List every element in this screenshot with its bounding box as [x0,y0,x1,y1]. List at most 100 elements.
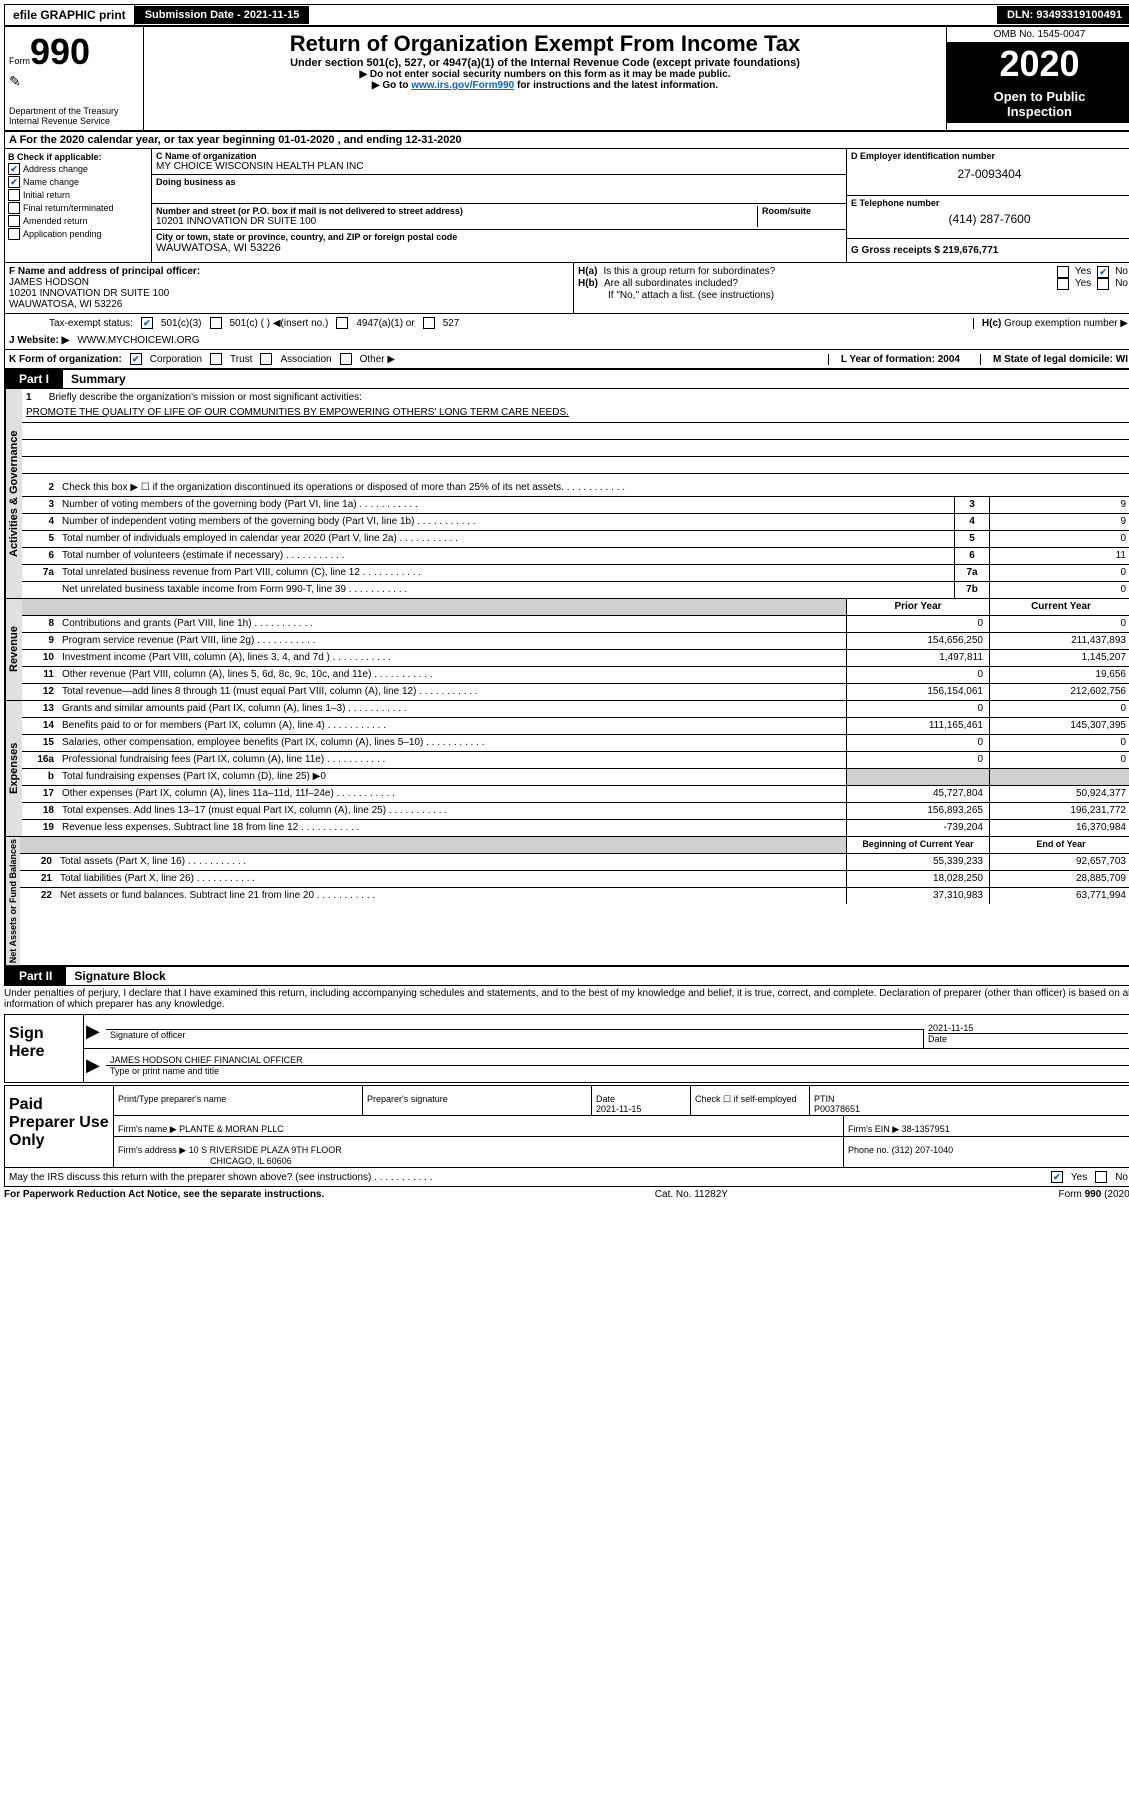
link-note: ▶ Go to www.irs.gov/Form990 for instruct… [148,80,942,91]
street-label: Number and street (or P.O. box if mail i… [156,206,757,216]
gross-receipts: G Gross receipts $ 219,676,771 [851,245,998,256]
form-number: 990 [30,31,90,72]
cb-hb-no[interactable] [1097,278,1109,290]
open-public-label: Open to PublicInspection [947,85,1129,123]
cb-527[interactable] [423,317,435,329]
line-value: 0 [989,582,1129,598]
prior-value: 55,339,233 [846,854,989,870]
footer-left: For Paperwork Reduction Act Notice, see … [4,1189,324,1200]
perjury-text: Under penalties of perjury, I declare th… [4,986,1129,1012]
cb-address-change[interactable]: ✔ [8,163,20,175]
dba-label: Doing business as [156,177,842,187]
firm-addr-value: 10 S RIVERSIDE PLAZA 9TH FLOOR [189,1145,342,1155]
gov-line: 6Total number of volunteers (estimate if… [22,548,1129,565]
current-value: 211,437,893 [989,633,1129,649]
col-c-org-info: C Name of organization MY CHOICE WISCONS… [152,149,847,262]
cb-trust[interactable] [210,353,222,365]
prior-value: 0 [846,616,989,632]
cb-corporation[interactable]: ✔ [130,353,142,365]
line-text: Contributions and grants (Part VIII, lin… [58,616,846,632]
prior-value: 156,893,265 [846,803,989,819]
line-text: Total revenue—add lines 8 through 11 (mu… [58,684,846,700]
line-text: Check this box ▶ ☐ if the organization d… [58,480,1129,496]
cb-application-pending[interactable] [8,228,20,240]
form-header: Form990 ✎ Department of the Treasury Int… [4,26,1129,131]
gov-line: 2Check this box ▶ ☐ if the organization … [22,480,1129,497]
return-subtitle: Under section 501(c), 527, or 4947(a)(1)… [148,57,942,69]
submission-date-label: Submission Date - 2021-11-15 [135,6,310,24]
mission-value: PROMOTE THE QUALITY OF LIFE OF OUR COMMU… [22,406,1129,423]
current-value: 145,307,395 [989,718,1129,734]
cb-discuss-no[interactable] [1095,1171,1107,1183]
current-value: 50,924,377 [989,786,1129,802]
cb-amended-return[interactable] [8,215,20,227]
line-text: Other revenue (Part VIII, column (A), li… [58,667,846,683]
year-formation: L Year of formation: 2004 [828,354,972,365]
cb-501c3[interactable]: ✔ [141,317,153,329]
gov-line: 7aTotal unrelated business revenue from … [22,565,1129,582]
line-value: 9 [989,514,1129,530]
sign-date-value: 2021-11-15 [928,1023,1128,1033]
sign-here-block: Sign Here ▶ Signature of officer 2021-11… [4,1014,1129,1083]
line-text: Total unrelated business revenue from Pa… [58,565,954,581]
current-value: 19,656 [989,667,1129,683]
line-box: 6 [954,548,989,564]
asset-line: 21Total liabilities (Part X, line 26)18,… [20,871,1129,888]
part1-header: Part I Summary [4,369,1129,389]
efile-print-button[interactable]: efile GRAPHIC print [5,5,135,25]
expense-line: 16aProfessional fundraising fees (Part I… [22,752,1129,769]
line-text: Other expenses (Part IX, column (A), lin… [58,786,846,802]
current-value: 0 [989,701,1129,717]
cb-501c[interactable] [210,317,222,329]
line-num: 11 [22,667,58,683]
part2-header: Part II Signature Block [4,966,1129,986]
cb-association[interactable] [260,353,272,365]
line-text: Total number of volunteers (estimate if … [58,548,954,564]
preparer-sig-label: Preparer's signature [363,1086,592,1115]
cb-initial-return[interactable] [8,189,20,201]
line-text: Professional fundraising fees (Part IX, … [58,752,846,768]
asset-line: 20Total assets (Part X, line 16)55,339,2… [20,854,1129,871]
title-cell: Return of Organization Exempt From Incom… [144,27,947,130]
cb-hb-yes[interactable] [1057,278,1069,290]
principal-officer: F Name and address of principal officer:… [5,263,574,313]
expense-line: 14Benefits paid to or for members (Part … [22,718,1129,735]
asset-line: 22Net assets or fund balances. Subtract … [20,888,1129,904]
expense-line: 18Total expenses. Add lines 13–17 (must … [22,803,1129,820]
cb-ha-no[interactable]: ✔ [1097,266,1109,278]
sig-officer-label: Signature of officer [110,1030,185,1040]
sign-here-label: Sign Here [5,1015,84,1082]
current-value: 16,370,984 [989,820,1129,836]
prior-value: 156,154,061 [846,684,989,700]
year-cell: OMB No. 1545-0047 2020 Open to PublicIns… [947,27,1129,130]
cb-other[interactable] [340,353,352,365]
return-title: Return of Organization Exempt From Incom… [148,31,942,57]
line-text: Number of voting members of the governin… [58,497,954,513]
phone-label: E Telephone number [851,198,1128,208]
preparer-print-label: Print/Type preparer's name [114,1086,363,1115]
cb-final-return[interactable] [8,202,20,214]
footer-right: Form 990 (2020) [1059,1189,1129,1200]
line-num: 7a [22,565,58,581]
line-num: 16a [22,752,58,768]
cb-ha-yes[interactable] [1057,266,1069,278]
revenue-line: 11Other revenue (Part VIII, column (A), … [22,667,1129,684]
cb-name-change[interactable]: ✔ [8,176,20,188]
paid-preparer-block: Paid Preparer Use Only Print/Type prepar… [4,1085,1129,1168]
self-employed-check[interactable]: Check ☐ if self-employed [691,1086,810,1115]
line-num: 10 [22,650,58,666]
prior-value: 37,310,983 [846,888,989,904]
cb-discuss-yes[interactable]: ✔ [1051,1171,1063,1183]
form-id-cell: Form990 ✎ Department of the Treasury Int… [5,27,144,130]
expense-line: 17Other expenses (Part IX, column (A), l… [22,786,1129,803]
line-text: Net unrelated business taxable income fr… [58,582,954,598]
expenses-section: Expenses 13Grants and similar amounts pa… [4,701,1129,837]
irs-link[interactable]: www.irs.gov/Form990 [411,80,514,91]
cb-4947[interactable] [336,317,348,329]
line-text: Revenue less expenses. Subtract line 18 … [58,820,846,836]
expense-line: bTotal fundraising expenses (Part IX, co… [22,769,1129,786]
line-text: Total number of individuals employed in … [58,531,954,547]
col-b-checkboxes: B Check if applicable: ✔Address change ✔… [5,149,152,262]
line-value: 9 [989,497,1129,513]
prior-value: 45,727,804 [846,786,989,802]
